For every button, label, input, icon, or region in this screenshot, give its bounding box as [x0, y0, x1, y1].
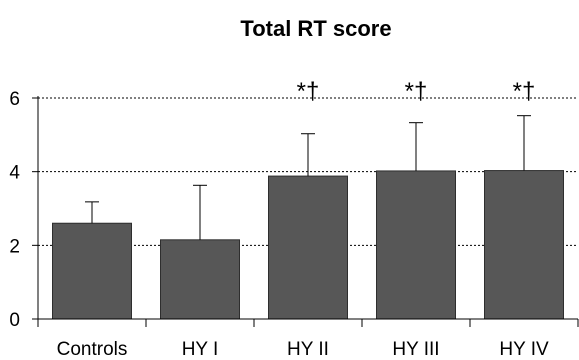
y-axis-ticks: 0 2 4 6	[9, 89, 38, 331]
error-bars	[85, 115, 531, 240]
bars	[52, 170, 564, 320]
significance-marker-3: *†	[297, 78, 320, 105]
axes	[37, 96, 579, 327]
category-label-4: HY III	[392, 339, 439, 360]
significance-marker-4: *†	[405, 78, 428, 105]
x-axis-categories: Controls HY I HY II HY III HY IV	[57, 339, 549, 360]
chart-title: Total RT score	[240, 16, 391, 41]
category-label-2: HY I	[182, 339, 219, 360]
bar-hy-iii	[376, 170, 456, 320]
significance-annotations: *† *† *†	[297, 78, 536, 105]
category-label-5: HY IV	[499, 339, 549, 360]
y-tick-label-0: 0	[9, 310, 20, 331]
bar-hy-i	[160, 239, 240, 320]
bar-hy-iv	[484, 170, 564, 320]
significance-marker-5: *†	[513, 78, 536, 105]
bar-hy-ii	[268, 175, 348, 320]
category-label-3: HY II	[287, 339, 329, 360]
bar-controls	[52, 222, 132, 320]
category-label-1: Controls	[57, 339, 128, 360]
y-tick-label-2: 2	[9, 236, 20, 257]
y-tick-label-6: 6	[9, 89, 20, 110]
y-tick-label-4: 4	[9, 163, 20, 184]
